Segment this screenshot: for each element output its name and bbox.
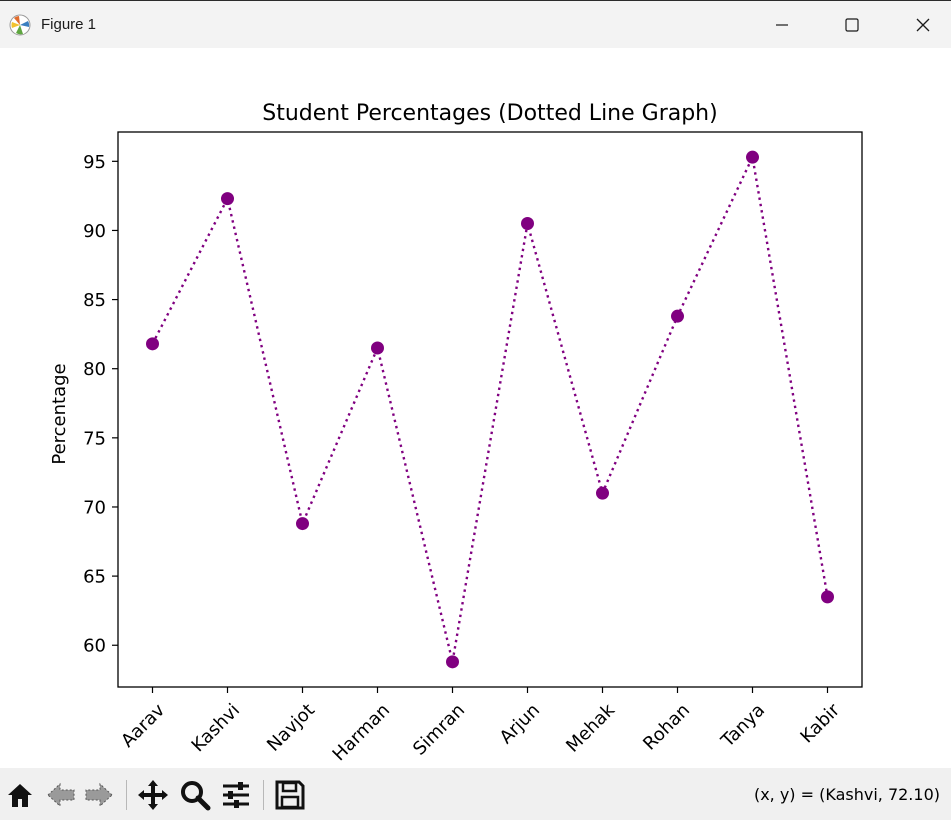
data-point [146,337,159,351]
x-tick-label: Kabir [796,699,844,747]
window-titlebar: Figure 1 [0,0,951,48]
configure-subplots-button[interactable] [219,778,253,812]
y-axis: 60 65 70 75 80 85 90 95 [83,152,118,657]
x-tick-label: Kashvi [188,700,245,757]
data-point [746,150,759,164]
toolbar-separator [126,780,127,810]
forward-arrow-icon [85,782,113,808]
x-tick-label: Mehak [562,699,619,756]
save-button[interactable] [273,778,307,812]
minimize-button[interactable] [747,1,817,49]
x-tick-label: Navjot [263,700,319,756]
figure-canvas[interactable]: Student Percentages (Dotted Line Graph) … [0,48,951,768]
y-axis-label: Percentage [49,363,70,464]
minimize-icon [776,24,788,26]
matplotlib-logo-icon [9,14,31,36]
data-series [146,150,834,669]
toolbar-separator [263,780,264,810]
y-tick-label: 60 [83,636,106,657]
data-point [221,192,234,206]
x-axis: Aarav Kashvi Navjot Harman Simran Arjun Mehak R… [117,687,844,765]
cursor-coordinates: (x, y) = (Kashvi, 72.10) [753,785,940,804]
zoom-icon [181,781,211,811]
close-button[interactable] [888,1,951,49]
x-tick-label: Tanya [717,700,769,752]
series-line [151,153,829,663]
data-point [671,309,684,323]
x-tick-label: Aarav [117,699,169,751]
y-tick-label: 70 [83,497,106,518]
y-tick-label: 65 [83,567,106,588]
navigation-toolbar: (x, y) = (Kashvi, 72.10) [0,768,951,820]
data-point [521,217,534,231]
home-button[interactable] [3,778,37,812]
configure-subplots-icon [223,782,249,808]
chart-title: Student Percentages (Dotted Line Graph) [262,101,717,126]
x-tick-label: Simran [409,700,469,760]
x-tick-label: Arjun [496,700,544,748]
y-tick-label: 90 [83,221,106,242]
window-title: Figure 1 [41,16,97,33]
zoom-button[interactable] [178,778,212,812]
x-tick-label: Harman [329,700,394,765]
back-button[interactable] [44,778,78,812]
back-arrow-icon [47,782,75,808]
pan-button[interactable] [136,778,170,812]
data-point [371,341,384,355]
forward-button[interactable] [82,778,116,812]
y-tick-label: 85 [83,290,106,311]
data-point [296,517,309,531]
close-icon [916,18,930,32]
plot-area-frame [117,131,863,688]
pan-icon [138,780,168,810]
maximize-icon [845,18,859,32]
y-tick-label: 75 [83,428,106,449]
home-icon [8,784,32,807]
line-chart: Student Percentages (Dotted Line Graph) … [49,101,863,765]
x-tick-label: Rohan [639,700,694,755]
data-point [821,590,834,604]
save-icon [275,780,305,810]
maximize-button[interactable] [817,1,887,49]
y-tick-label: 80 [83,359,106,380]
data-point [446,655,459,669]
y-tick-label: 95 [83,152,106,173]
data-point [596,486,609,500]
